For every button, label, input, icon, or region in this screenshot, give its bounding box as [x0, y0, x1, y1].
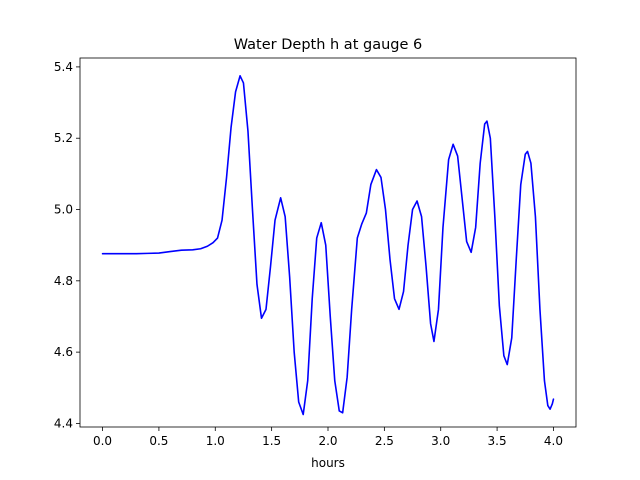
y-tick-label: 5.0 [54, 203, 73, 217]
y-tick-label: 4.8 [54, 274, 73, 288]
x-tick-label: 1.0 [206, 434, 225, 448]
y-tick-label: 5.2 [54, 131, 73, 145]
x-tick-label: 4.0 [544, 434, 563, 448]
x-tick-label: 2.0 [318, 434, 337, 448]
x-tick-label: 3.0 [431, 434, 450, 448]
y-tick-label: 4.4 [54, 416, 73, 430]
x-tick-label: 0.5 [149, 434, 168, 448]
x-axis-label: hours [311, 456, 345, 470]
y-tick-label: 5.4 [54, 60, 73, 74]
x-tick-label: 3.5 [488, 434, 507, 448]
series-line-0 [101, 75, 555, 416]
y-tick-label: 4.6 [54, 345, 73, 359]
chart-title: Water Depth h at gauge 6 [234, 37, 422, 53]
x-tick-label: 1.5 [262, 434, 281, 448]
x-tick-label: 0.0 [93, 434, 112, 448]
x-tick-label: 2.5 [375, 434, 394, 448]
